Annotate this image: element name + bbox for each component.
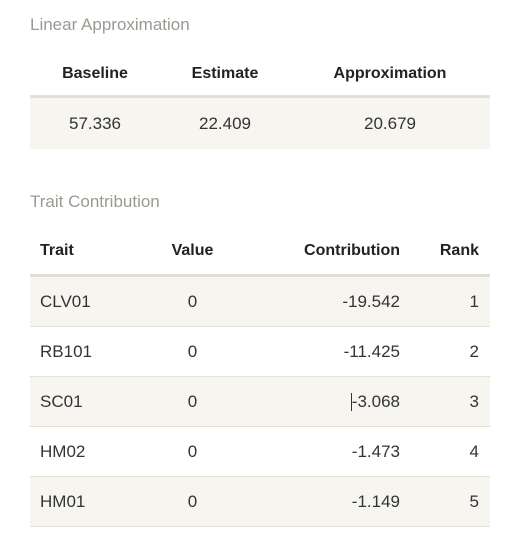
table-row: HM01 0 -1.149 5 <box>30 477 490 527</box>
contribution-cell: -19.542 <box>342 291 400 311</box>
value-cell: 0 <box>187 391 198 411</box>
contribution-cell: -11.425 <box>343 341 400 361</box>
rank-cell: 4 <box>469 441 479 461</box>
trait-cell: CLV01 <box>40 291 91 311</box>
approx-value-row: 57.336 22.409 20.679 <box>30 98 490 149</box>
table-row: SC01 0 -3.068 3 <box>30 377 490 427</box>
linear-approximation-title: Linear Approximation <box>30 15 190 34</box>
estimate-value: 22.409 <box>199 113 251 133</box>
approx-header-row: Baseline Estimate Approximation <box>30 52 490 98</box>
value-cell: 0 <box>187 341 198 361</box>
contribution-cell: -1.149 <box>351 491 400 511</box>
approximation-value: 20.679 <box>364 113 416 133</box>
trait-cell: HM02 <box>40 441 86 461</box>
header-baseline: Baseline <box>62 64 128 82</box>
trait-cell: SC01 <box>40 391 83 411</box>
linear-approximation-table: Baseline Estimate Approximation 57.336 2… <box>30 52 490 149</box>
trait-contribution-table: Trait Value Contribution Rank CLV01 0 -1… <box>30 227 490 527</box>
value-cell: 0 <box>187 291 198 311</box>
header-value: Value <box>171 241 214 259</box>
header-trait: Trait <box>40 241 74 259</box>
header-rank: Rank <box>439 241 479 259</box>
table-row: RB101 0 -11.425 2 <box>30 327 490 377</box>
trait-cell: HM01 <box>40 491 86 511</box>
rank-cell: 5 <box>469 491 479 511</box>
contribution-cell[interactable]: -3.068 <box>240 392 400 412</box>
header-contribution: Contribution <box>304 241 400 259</box>
value-cell: 0 <box>187 441 198 461</box>
rank-cell: 3 <box>469 391 479 411</box>
table-row: CLV01 0 -19.542 1 <box>30 277 490 327</box>
trait-table-body: CLV01 0 -19.542 1 RB101 0 -11.425 2 SC01… <box>30 277 490 527</box>
trait-contribution-title: Trait Contribution <box>30 192 160 211</box>
rank-cell: 2 <box>469 341 479 361</box>
baseline-value: 57.336 <box>69 113 121 133</box>
rank-cell: 1 <box>469 291 479 311</box>
header-approximation: Approximation <box>333 64 447 82</box>
contribution-cell-text: -3.068 <box>351 391 400 411</box>
text-cursor <box>350 393 352 412</box>
trait-cell: RB101 <box>40 341 92 361</box>
table-row: HM02 0 -1.473 4 <box>30 427 490 477</box>
trait-header-row: Trait Value Contribution Rank <box>30 227 490 277</box>
contribution-cell: -1.473 <box>351 441 400 461</box>
header-estimate: Estimate <box>191 64 259 82</box>
value-cell: 0 <box>187 491 198 511</box>
